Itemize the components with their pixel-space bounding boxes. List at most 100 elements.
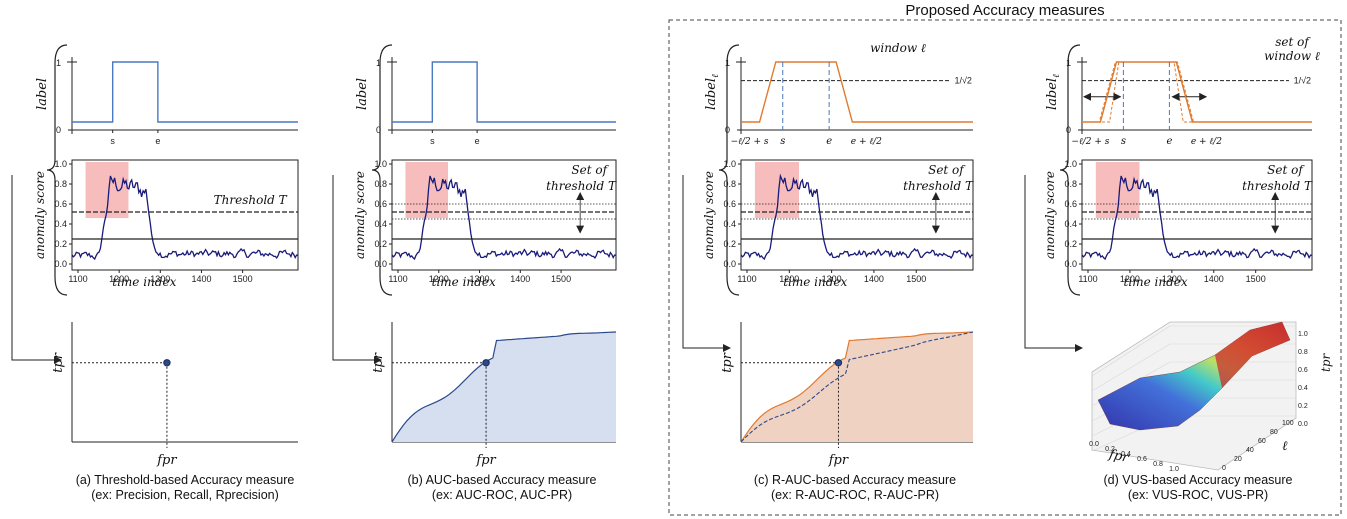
vus-l-tick-label: 0 (1222, 465, 1226, 472)
time-x-tick-label: 1200 (109, 274, 129, 284)
tick-label-e: e (155, 136, 160, 146)
tick-label-minus-half-s: −ℓ/2 + s (1071, 137, 1109, 147)
tpr-axis-title: tpr (720, 352, 735, 373)
caption-a-subtitle: (ex: Precision, Recall, Rprecision) (91, 488, 279, 502)
score-axis-title: anomaly score (353, 171, 367, 259)
caption-c-subtitle: (ex: R-AUC-ROC, R-AUC-PR) (771, 488, 939, 502)
time-x-tick-label: 1300 (1162, 274, 1182, 284)
score-y-tick-label: 0.8 (374, 179, 387, 189)
label-tick-label-1: 1 (376, 58, 381, 68)
score-y-tick-label: 0.6 (723, 199, 736, 209)
roc-area (392, 332, 616, 442)
roc-area (741, 332, 973, 442)
fpr-axis-title: fpr (156, 453, 177, 468)
score-axis-title: anomaly score (33, 171, 47, 259)
score-y-tick-label: 0.2 (54, 239, 67, 249)
time-x-tick-label: 1500 (233, 274, 253, 284)
time-x-tick-label: 1400 (864, 274, 884, 284)
roc-curve-baseline (740, 331, 974, 443)
score-y-tick-label: 0.0 (723, 259, 736, 269)
label-tick-label-1: 1 (56, 58, 61, 68)
score-y-tick-label: 1.0 (374, 159, 387, 169)
tpr-axis-title: tpr (51, 352, 66, 373)
time-x-tick-label: 1300 (822, 274, 842, 284)
time-axis-title: time index (1124, 275, 1188, 289)
roc-curve (740, 331, 974, 443)
label-axis-title: labelℓ (704, 74, 721, 110)
flow-connector-arrow (332, 175, 382, 364)
time-axis-title: time index (112, 275, 176, 289)
anomaly-score-line (391, 175, 617, 261)
vus-grid-line (1091, 343, 1171, 392)
brace-a (46, 44, 68, 296)
score-y-tick-label: 0.2 (723, 239, 736, 249)
time-x-tick-label: 1500 (551, 274, 571, 284)
fpr-axis-title: fpr (475, 453, 496, 468)
score-plot-frame (391, 159, 617, 271)
flow-connector-arrow (682, 175, 731, 352)
proposed-title: Proposed Accuracy measures (905, 2, 1104, 19)
time-x-tick-label: 1400 (510, 274, 530, 284)
tick-label-s: s (110, 136, 115, 146)
anomaly-score-line (1081, 175, 1313, 261)
set-of-window-label-2: window ℓ (1264, 49, 1320, 63)
time-x-tick-label: 1100 (68, 274, 87, 284)
caption-c-title: (c) R-AUC-based Accuracy measure (754, 473, 956, 487)
score-y-tick-label: 0.2 (1064, 239, 1077, 249)
score-y-tick-label: 1.0 (1064, 159, 1077, 169)
inv-sqrt2-label: 1/√2 (1294, 76, 1311, 86)
window-variant-line-1 (1082, 61, 1312, 123)
time-x-tick-label: 1500 (906, 274, 926, 284)
label-tick-label-0: 0 (1066, 125, 1071, 135)
tick-label-e-plus-half: e + ℓ/2 (851, 137, 882, 147)
tick-label-s: s (780, 136, 785, 147)
brace-c (718, 44, 740, 296)
caption-b-subtitle: (ex: AUC-ROC, AUC-PR) (432, 488, 572, 502)
score-y-tick-label: 1.0 (723, 159, 736, 169)
vus-fpr-tick-label: 1.0 (1169, 466, 1179, 473)
roc-operating-point (482, 359, 490, 367)
label-tick-label-0: 0 (56, 125, 61, 135)
time-x-tick-label: 1400 (1204, 274, 1224, 284)
label-tick-label-0: 0 (725, 125, 730, 135)
vus-fpr-axis-title: fpr (1107, 447, 1131, 466)
vus-l-axis-title: ℓ (1282, 439, 1288, 454)
vus-tpr-tick-label: 0.6 (1298, 367, 1308, 374)
vus-fpr-tick-label: 0.4 (1121, 451, 1131, 458)
label-trapezoid-line (741, 61, 973, 123)
tick-label-e: e (826, 136, 832, 147)
score-y-tick-label: 0.8 (723, 179, 736, 189)
vus-fpr-tick-label: 0.6 (1137, 456, 1147, 463)
score-plot-frame (71, 159, 299, 271)
set-of-threshold-label-1: Set of (571, 163, 609, 177)
label-tick-label-1: 1 (1066, 58, 1071, 68)
score-y-tick-label: 0.6 (54, 199, 67, 209)
vus-l-tick-label: 80 (1270, 429, 1278, 436)
tpr-axis-title: tpr (371, 352, 386, 373)
tick-label-minus-half-s: −ℓ/2 + s (731, 137, 769, 147)
anomaly-score-line (71, 175, 299, 261)
time-x-tick-label: 1500 (1246, 274, 1266, 284)
caption-a-title: (a) Threshold-based Accuracy measure (76, 473, 295, 487)
vus-l-tick-label: 40 (1246, 447, 1254, 454)
time-x-tick-label: 1300 (150, 274, 170, 284)
vus-fpr-tick-label: 0.8 (1153, 461, 1163, 468)
score-plot-frame (1081, 159, 1313, 271)
fpr-axis-title: fpr (828, 453, 849, 468)
label-axis-subscript: ℓ (711, 74, 721, 78)
label-axis-subscript: ℓ (1052, 74, 1062, 78)
set-of-threshold-label-2: threshold T (546, 179, 617, 193)
score-y-tick-label: 0.0 (54, 259, 67, 269)
proposed-region-box (668, 19, 1342, 516)
label-tick-label-1: 1 (725, 58, 730, 68)
score-y-tick-label: 0.0 (1064, 259, 1077, 269)
score-y-tick-label: 0.0 (374, 259, 387, 269)
score-axis-title: anomaly score (1043, 171, 1057, 259)
vus-tpr-tick-label: 0.8 (1298, 349, 1308, 356)
tick-label-e-plus-half: e + ℓ/2 (1191, 137, 1222, 147)
score-y-tick-label: 0.4 (54, 219, 67, 229)
score-y-tick-label: 0.4 (374, 219, 387, 229)
score-y-tick-label: 0.4 (1064, 219, 1077, 229)
label-step-line (72, 61, 298, 123)
